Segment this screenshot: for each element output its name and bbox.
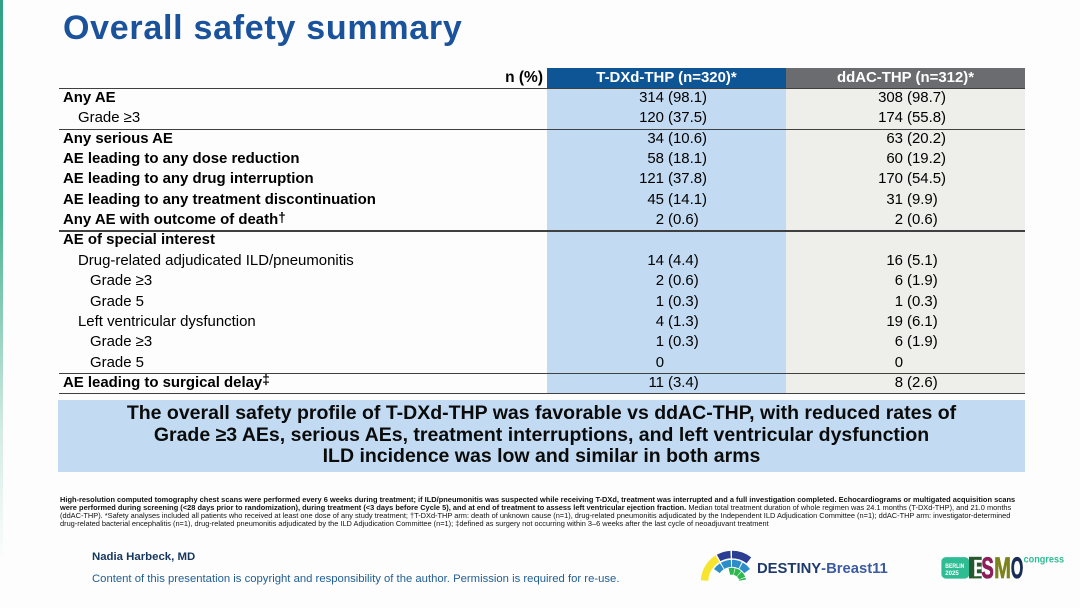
svg-text:2025: 2025 xyxy=(945,570,959,577)
svg-text:O: O xyxy=(1011,552,1023,584)
svg-text:M: M xyxy=(994,552,1011,584)
svg-text:BERLIN: BERLIN xyxy=(945,563,964,570)
svg-text:congress: congress xyxy=(1024,554,1065,565)
svg-text:S: S xyxy=(981,552,993,584)
